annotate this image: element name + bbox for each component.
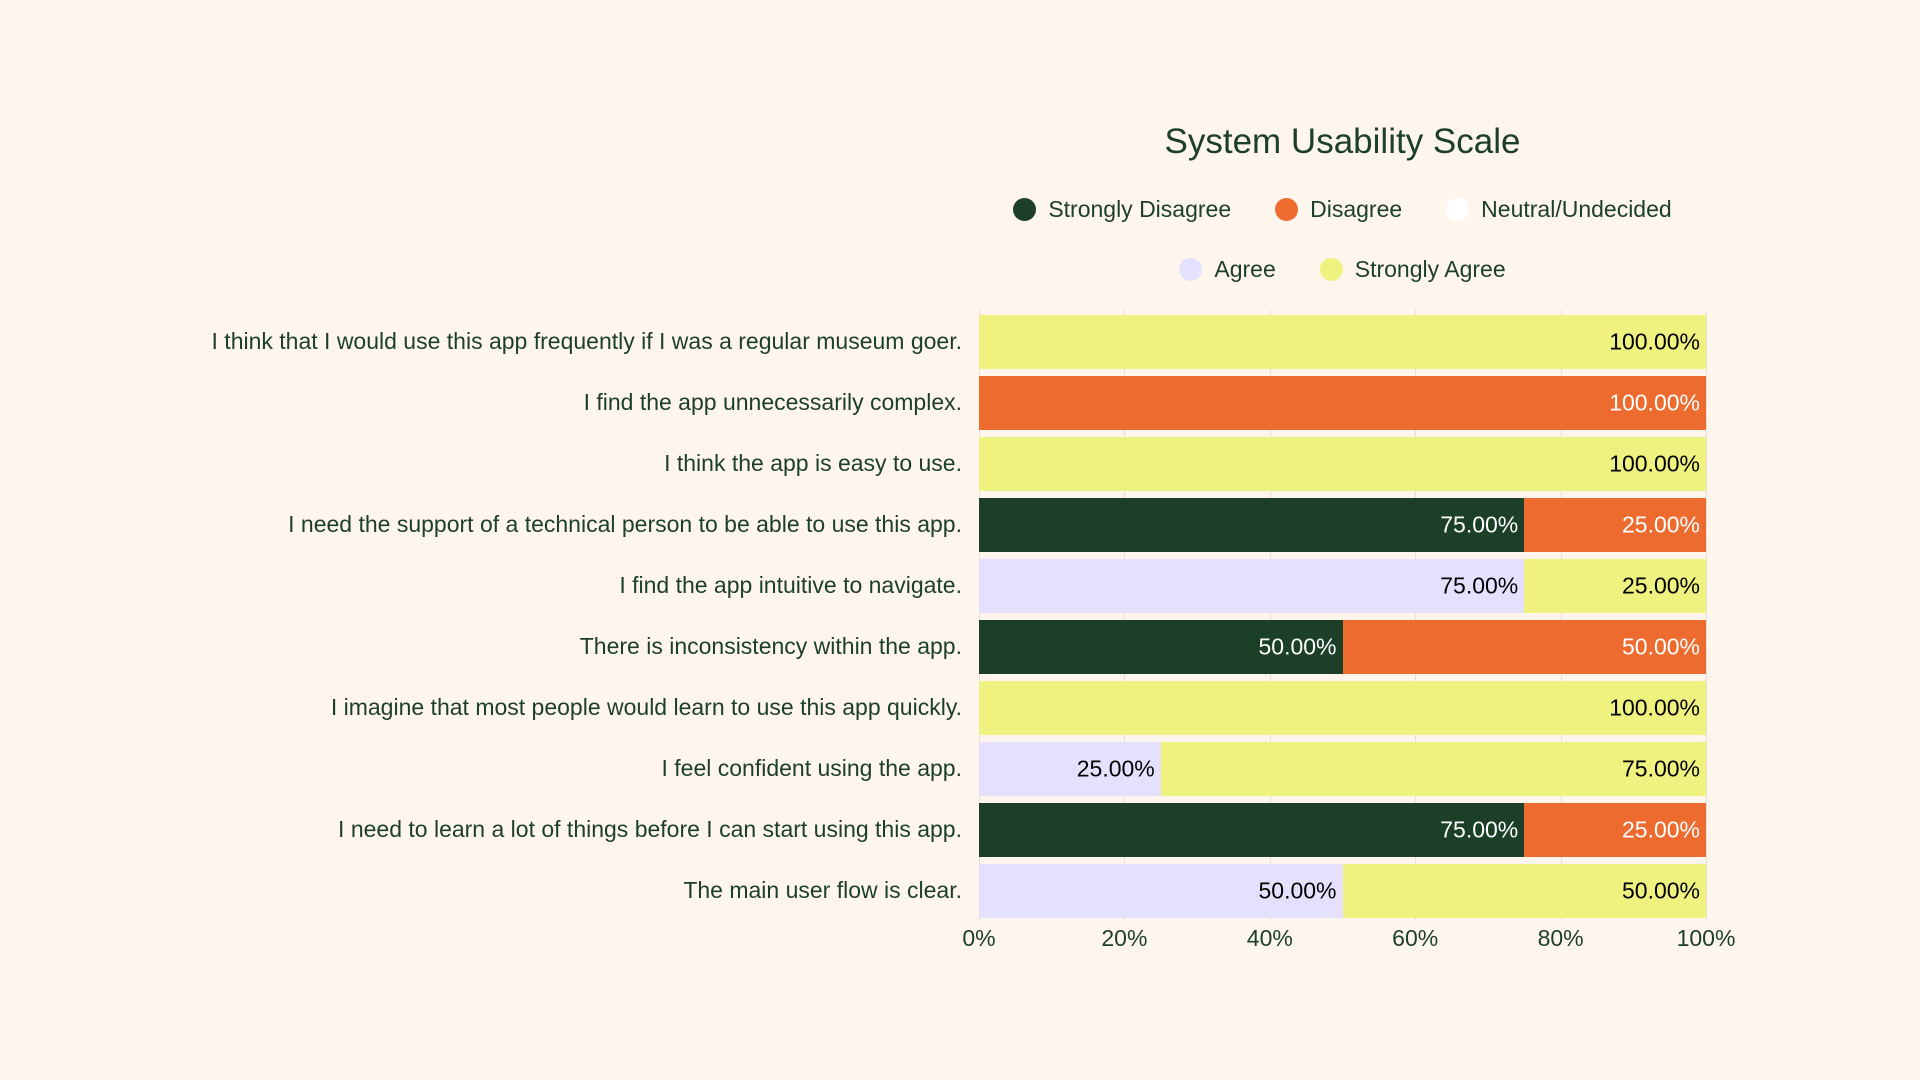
data-label: 50.00% <box>1621 877 1700 904</box>
bar-segment[interactable]: 25.00% <box>1524 803 1706 857</box>
data-label: 100.00% <box>1609 694 1700 721</box>
legend-label: Strongly Disagree <box>1048 196 1232 222</box>
data-label: 75.00% <box>1440 511 1519 538</box>
legend-item[interactable]: Agree <box>1179 256 1276 283</box>
bar-segment[interactable]: 25.00% <box>979 742 1161 796</box>
legend-label: Strongly Agree <box>1354 256 1506 282</box>
bar-segment[interactable]: 100.00% <box>979 681 1706 735</box>
legend-item[interactable]: Strongly Disagree <box>1013 196 1231 223</box>
data-label: 25.00% <box>1076 755 1155 782</box>
bar-segment[interactable]: 25.00% <box>1524 559 1706 613</box>
data-label: 50.00% <box>1621 633 1700 660</box>
data-label: 100.00% <box>1609 389 1700 416</box>
legend-swatch-icon <box>1179 258 1203 281</box>
gridline <box>1706 310 1707 920</box>
gridline <box>979 310 980 920</box>
data-label: 25.00% <box>1621 511 1700 538</box>
data-label: 50.00% <box>1258 633 1337 660</box>
category-label: The main user flow is clear. <box>683 877 962 903</box>
category-label: I think that I would use this app freque… <box>211 328 962 354</box>
legend-item[interactable]: Strongly Agree <box>1319 256 1506 283</box>
bar-segment[interactable]: 75.00% <box>979 559 1525 613</box>
category-label: I find the app unnecessarily complex. <box>583 389 962 415</box>
chart-title: System Usability Scale <box>1164 122 1521 161</box>
x-tick-label: 60% <box>1392 925 1439 951</box>
x-tick-label: 80% <box>1537 925 1584 951</box>
bar-segment[interactable]: 50.00% <box>979 864 1343 918</box>
legend-item[interactable]: Neutral/Undecided <box>1446 196 1672 223</box>
legend-swatch-icon <box>1013 198 1037 221</box>
data-label: 25.00% <box>1621 572 1700 599</box>
bar-segment[interactable]: 50.00% <box>979 620 1343 674</box>
bar-segment[interactable]: 25.00% <box>1524 498 1706 552</box>
category-label: There is inconsistency within the app. <box>579 633 962 659</box>
legend-swatch-icon <box>1319 258 1343 281</box>
bar-segment[interactable]: 75.00% <box>979 498 1525 552</box>
category-label: I think the app is easy to use. <box>664 450 962 476</box>
bar-segment[interactable]: 75.00% <box>979 803 1525 857</box>
gridline <box>1415 310 1417 920</box>
data-label: 75.00% <box>1440 572 1519 599</box>
legend: Strongly Disagree Disagree Neutral/Undecid… <box>979 196 1706 223</box>
data-label: 100.00% <box>1609 450 1700 477</box>
legend-swatch-icon <box>1446 198 1470 221</box>
category-label: I need the support of a technical person… <box>288 511 962 537</box>
bar-segment[interactable]: 50.00% <box>1342 864 1706 918</box>
gridline <box>1124 310 1126 920</box>
x-tick-label: 100% <box>1676 925 1736 951</box>
bar-segment[interactable]: 100.00% <box>979 376 1706 430</box>
data-label: 100.00% <box>1609 328 1700 355</box>
category-label: I feel confident using the app. <box>661 755 963 781</box>
legend-swatch-icon <box>1275 198 1299 221</box>
category-label: I imagine that most people would learn t… <box>330 694 962 720</box>
plot-area: 100.00% 100.00% 100.00% 75.00% 25.00% 75.00% 2… <box>979 310 1707 920</box>
data-label: 50.00% <box>1258 877 1337 904</box>
bar-segment[interactable]: 100.00% <box>979 315 1706 369</box>
x-tick-label: 20% <box>1101 925 1148 951</box>
data-label: 25.00% <box>1621 816 1700 843</box>
gridline <box>1269 310 1271 920</box>
legend-label: Disagree <box>1310 196 1403 222</box>
bar-segment[interactable]: 75.00% <box>1160 742 1706 796</box>
legend: Agree Strongly Agree <box>979 256 1706 283</box>
bar-segment[interactable]: 100.00% <box>979 437 1706 491</box>
x-tick-label: 0% <box>962 925 996 951</box>
x-tick-label: 40% <box>1246 925 1293 951</box>
bar-segment[interactable]: 50.00% <box>1342 620 1706 674</box>
data-label: 75.00% <box>1621 755 1700 782</box>
legend-label: Agree <box>1214 256 1276 282</box>
category-label: I find the app intuitive to navigate. <box>619 572 962 598</box>
legend-item[interactable]: Disagree <box>1275 196 1402 223</box>
data-label: 75.00% <box>1440 816 1519 843</box>
gridline <box>1560 310 1562 920</box>
category-label: I need to learn a lot of things before I… <box>338 816 962 842</box>
legend-label: Neutral/Undecided <box>1481 196 1672 222</box>
